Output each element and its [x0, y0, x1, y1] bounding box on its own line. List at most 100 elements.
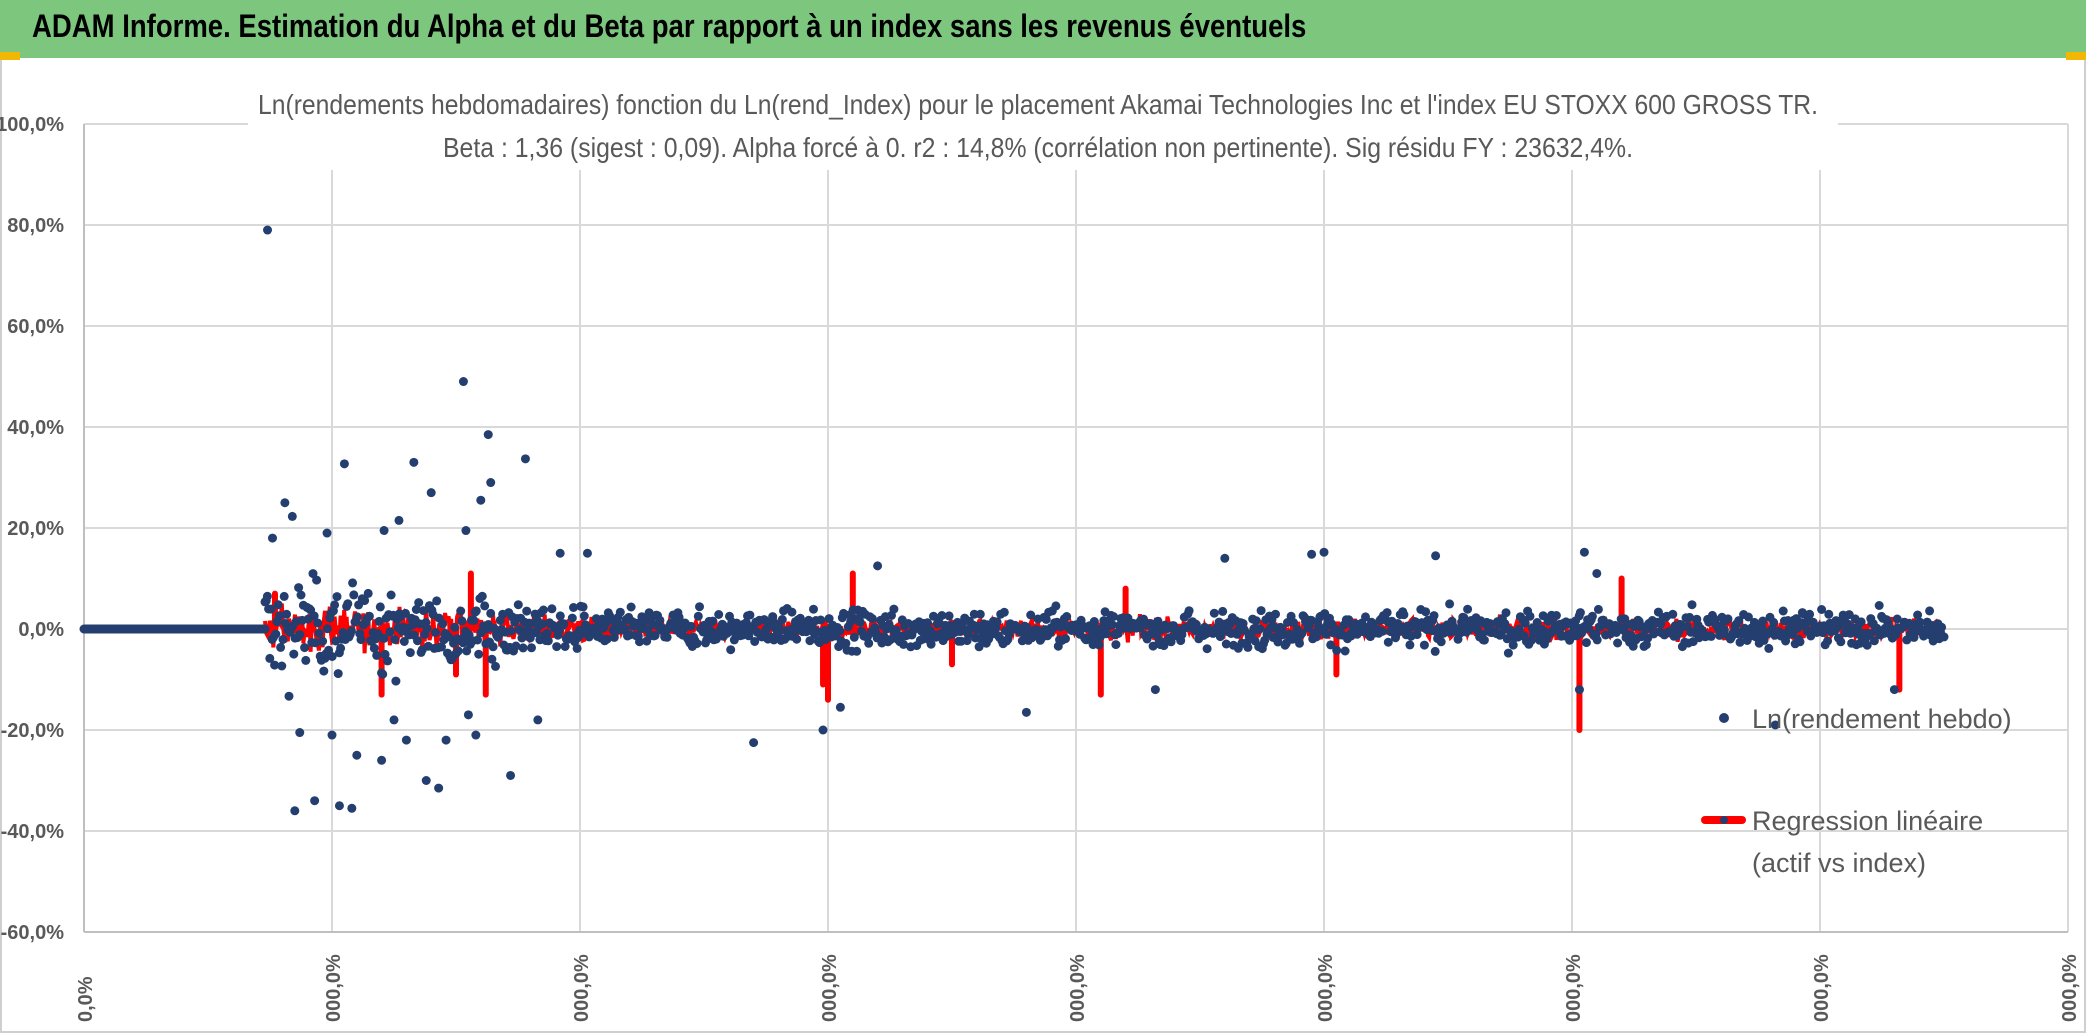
- data-point: [262, 591, 272, 601]
- data-point: [926, 639, 936, 649]
- data-point: [469, 616, 479, 625]
- x-tick-label: 000,0%: [1067, 954, 1089, 1022]
- data-point: [543, 636, 553, 646]
- data-point: [1824, 609, 1834, 619]
- legend-label-regression-line2: (actif vs index): [1752, 848, 1926, 878]
- data-point: [569, 603, 578, 612]
- data-point: [441, 735, 451, 745]
- data-point: [975, 609, 985, 619]
- data-point: [379, 526, 389, 536]
- chart-subtitle-line-2: Beta : 1,36 (sigest : 0,09). Alpha forcé…: [443, 132, 1633, 163]
- data-point: [322, 624, 332, 634]
- data-point: [1273, 637, 1283, 647]
- data-point: [1297, 628, 1307, 638]
- data-point: [816, 615, 826, 625]
- legend-marker-regression-dot: [1720, 816, 1728, 824]
- data-point: [453, 646, 463, 656]
- data-point: [444, 632, 454, 642]
- data-point: [992, 617, 1002, 627]
- y-tick-label: 0,0%: [18, 619, 64, 641]
- data-point: [1021, 707, 1031, 717]
- data-point: [363, 588, 373, 598]
- data-point: [849, 632, 859, 642]
- data-point: [615, 607, 625, 617]
- data-point: [774, 621, 784, 631]
- data-point: [1256, 606, 1266, 616]
- data-point: [488, 642, 498, 652]
- data-point: [1383, 637, 1393, 647]
- data-point: [265, 653, 275, 663]
- data-point: [1107, 620, 1117, 630]
- data-point: [899, 639, 908, 649]
- data-point: [579, 611, 589, 621]
- data-point: [1022, 622, 1032, 632]
- data-point: [385, 627, 395, 637]
- data-point: [1939, 632, 1949, 642]
- data-point: [1111, 640, 1121, 650]
- data-point: [1485, 619, 1495, 629]
- data-point: [841, 638, 851, 648]
- data-point: [352, 750, 362, 760]
- data-point: [1526, 636, 1536, 646]
- data-point: [437, 642, 446, 652]
- data-point: [1508, 640, 1518, 650]
- data-point: [1913, 610, 1923, 620]
- data-point: [537, 619, 547, 629]
- data-point: [290, 806, 300, 816]
- data-point: [327, 730, 337, 740]
- data-point: [314, 628, 324, 638]
- data-point: [401, 735, 411, 745]
- data-point: [333, 669, 343, 679]
- data-point: [426, 488, 436, 498]
- data-point: [1209, 608, 1219, 618]
- data-point: [295, 630, 305, 640]
- data-point: [1520, 618, 1530, 628]
- data-point: [364, 611, 374, 621]
- data-point: [650, 631, 660, 640]
- data-point: [294, 583, 304, 593]
- data-point: [480, 601, 490, 611]
- data-point: [620, 624, 630, 634]
- data-point: [1525, 611, 1535, 621]
- data-point: [1758, 616, 1768, 626]
- data-point: [1041, 614, 1051, 624]
- data-point: [374, 616, 384, 626]
- data-point: [413, 636, 422, 646]
- x-tick-label: 000,0%: [323, 954, 345, 1022]
- data-point: [1668, 609, 1678, 619]
- data-point: [1584, 623, 1594, 633]
- data-point: [399, 637, 409, 646]
- data-point: [708, 616, 718, 626]
- data-point: [923, 618, 932, 628]
- data-point: [1575, 608, 1585, 618]
- data-point: [852, 646, 862, 656]
- data-point: [693, 611, 703, 621]
- data-point: [287, 511, 297, 521]
- plot-area: [79, 225, 1949, 816]
- data-point: [301, 655, 311, 665]
- y-tick-label: -20,0%: [1, 720, 65, 742]
- data-point: [310, 796, 320, 806]
- data-point: [389, 715, 399, 725]
- chart-title-line-1: Ln(rendements hebdomadaires) fonction du…: [258, 89, 1818, 120]
- x-tick-label: 000,0%: [571, 954, 593, 1022]
- data-point: [855, 617, 865, 627]
- data-point: [1150, 685, 1160, 695]
- data-point: [885, 635, 895, 645]
- data-point: [339, 459, 349, 469]
- data-point: [390, 635, 400, 644]
- data-point: [750, 637, 760, 646]
- data-point: [1503, 648, 1513, 658]
- data-point: [1332, 645, 1342, 655]
- data-point: [1734, 616, 1744, 626]
- data-point: [372, 650, 382, 660]
- data-point: [506, 626, 516, 636]
- data-point: [552, 642, 562, 652]
- legend-label-ln-rendement: Ln(rendement hebdo): [1752, 704, 2012, 734]
- data-point: [347, 803, 357, 813]
- y-tick-label: 20,0%: [7, 518, 64, 540]
- data-point: [1062, 612, 1072, 621]
- data-point: [1238, 619, 1248, 628]
- data-point: [1221, 639, 1231, 649]
- data-point: [450, 622, 460, 632]
